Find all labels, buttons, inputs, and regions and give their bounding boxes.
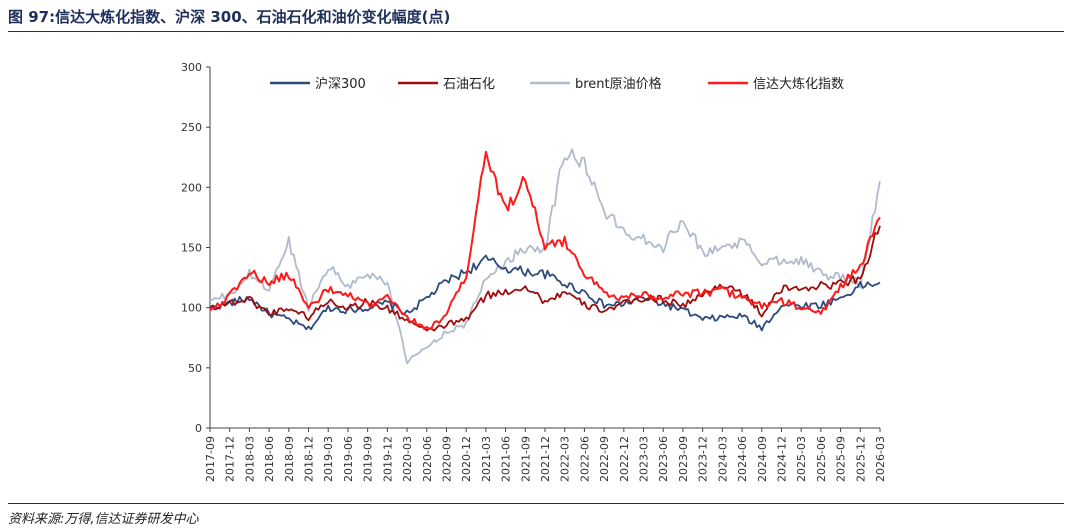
x-tick-label: 2020-12: [460, 436, 473, 482]
y-tick-label: 100: [181, 302, 202, 315]
y-tick-label: 200: [181, 181, 202, 194]
x-tick-label: 2023-09: [677, 436, 690, 482]
y-tick-label: 0: [195, 422, 202, 435]
y-tick-label: 50: [188, 362, 202, 375]
x-tick-label: 2020-09: [440, 436, 453, 482]
x-tick-label: 2023-03: [638, 436, 651, 482]
x-tick-label: 2019-03: [322, 436, 335, 482]
line-chart: 0 50 100 150 200 250 300 2017-09 2017-12 2018-03 2…: [181, 61, 887, 482]
x-tick-label: 2017-12: [224, 436, 237, 482]
x-tick-label: 2020-06: [421, 436, 434, 482]
x-tick-label: 2026-03: [874, 436, 887, 482]
y-tick-label: 300: [181, 61, 202, 74]
series-line-2: [209, 148, 881, 365]
x-tick-label: 2018-12: [303, 436, 316, 482]
x-tick-label: 2023-12: [697, 436, 710, 482]
y-tick-label: 250: [181, 121, 202, 134]
x-tick-label: 2022-03: [559, 436, 572, 482]
x-tick-label: 2020-03: [401, 436, 414, 482]
footer-divider: [8, 503, 1064, 504]
series-layer: [209, 148, 881, 365]
chart-legend: 沪深300 石油石化 brent原油价格 信达大炼化指数: [270, 76, 844, 92]
x-tick-label: 2022-09: [598, 436, 611, 482]
x-tick-label: 2018-09: [283, 436, 296, 482]
series-line-0: [209, 254, 881, 332]
chart-title: 图 97:信达大炼化指数、沪深 300、石油石化和油价变化幅度(点): [8, 8, 451, 26]
title-divider: [8, 31, 1064, 32]
x-tick-label: 2021-09: [519, 436, 532, 482]
x-tick-label: 2024-12: [775, 436, 788, 482]
source-note: 资料来源:万得,信达证券研发中心: [8, 512, 199, 527]
x-tick-label: 2025-03: [795, 436, 808, 482]
x-tick-label: 2022-12: [618, 436, 631, 482]
x-tick-label: 2022-06: [578, 436, 591, 482]
x-tick-label: 2021-06: [500, 436, 513, 482]
chart-axes: 0 50 100 150 200 250 300 2017-09 2017-12 2018-03 2…: [181, 61, 887, 482]
x-tick-label: 2018-06: [263, 436, 276, 482]
x-tick-label: 2021-03: [480, 436, 493, 482]
x-tick-label: 2019-09: [362, 436, 375, 482]
x-tick-label: 2018-03: [243, 436, 256, 482]
x-tick-label: 2025-06: [815, 436, 828, 482]
x-tick-label: 2019-06: [342, 436, 355, 482]
x-tick-label: 2025-12: [854, 436, 867, 482]
y-tick-label: 150: [181, 242, 202, 255]
legend-label-0: 沪深300: [315, 76, 366, 92]
x-tick-label: 2019-12: [381, 436, 394, 482]
x-tick-label: 2017-09: [204, 436, 217, 482]
x-tick-label: 2021-12: [539, 436, 552, 482]
x-tick-label: 2024-09: [756, 436, 769, 482]
legend-label-1: 石油石化: [443, 77, 495, 92]
x-tick-label: 2024-03: [716, 436, 729, 482]
x-tick-label: 2023-06: [657, 436, 670, 482]
x-tick-label: 2025-09: [835, 436, 848, 482]
legend-label-2: brent原油价格: [575, 76, 662, 92]
legend-label-3: 信达大炼化指数: [753, 77, 844, 92]
series-line-3: [209, 150, 881, 331]
x-tick-label: 2024-06: [736, 436, 749, 482]
